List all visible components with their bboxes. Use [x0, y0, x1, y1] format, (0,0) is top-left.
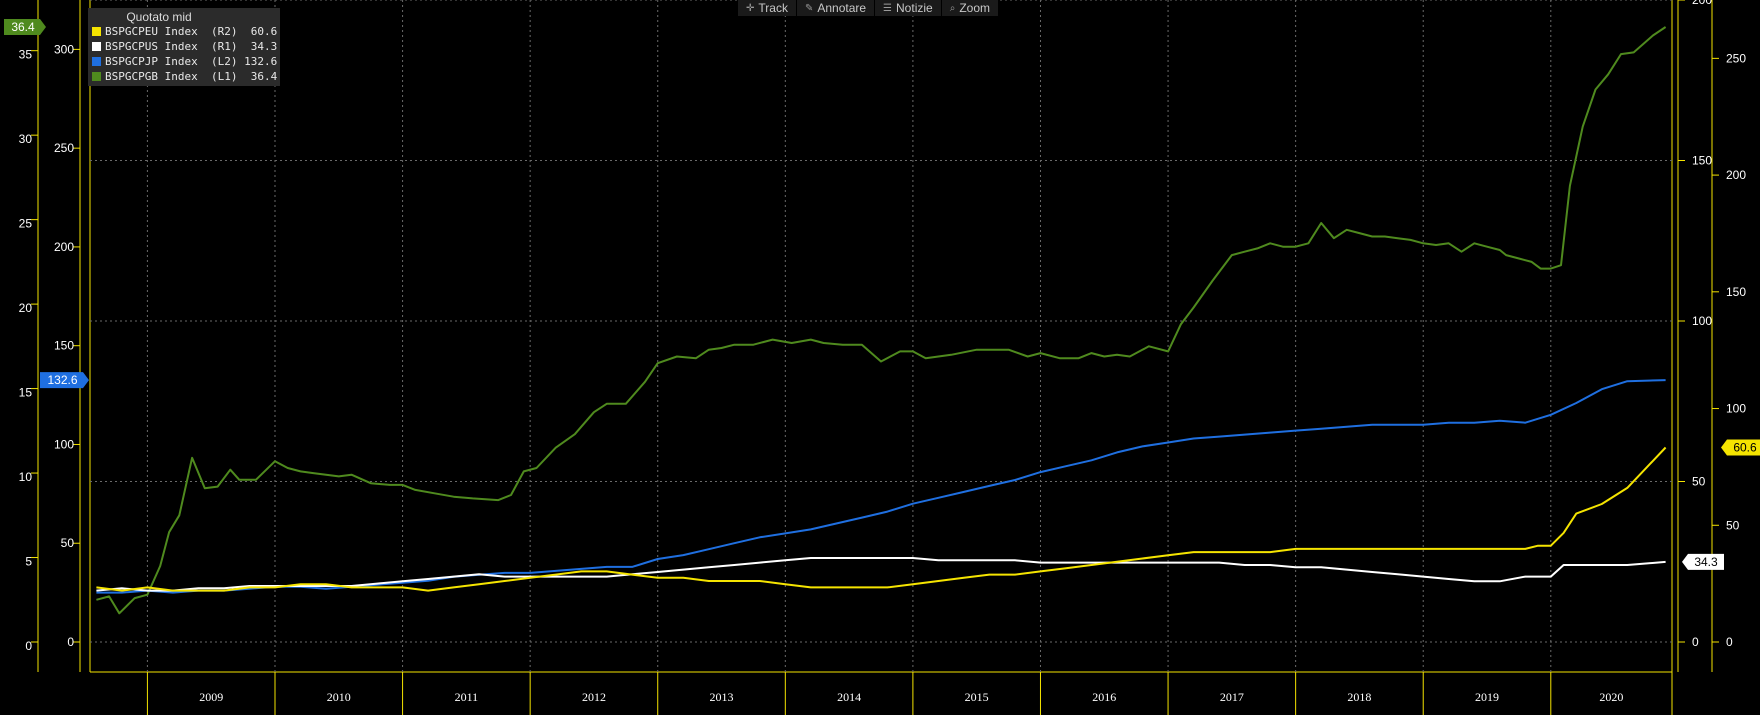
y-tick-label-r2: 200 [1692, 0, 1712, 7]
value-tag-label-r1: 34.3 [1694, 555, 1718, 569]
news-icon: ☰ [883, 2, 893, 14]
y-tick-label-l1: 35 [19, 48, 33, 62]
y-tick-label-r1: 150 [1726, 285, 1746, 299]
y-tick-label-l1: 30 [19, 132, 33, 146]
y-tick-label-l1: 15 [19, 386, 33, 400]
y-tick-label-r1: 200 [1726, 168, 1746, 182]
y-tick-label-l1: 25 [19, 217, 33, 231]
x-tick-label: 2015 [965, 690, 989, 704]
y-tick-label-r2: 100 [1692, 314, 1712, 328]
magnifier-icon: ⌕ [949, 2, 956, 14]
y-tick-label-l1: 5 [25, 555, 32, 569]
value-tag-r2 [1721, 439, 1760, 456]
y-tick-label-l2: 50 [61, 536, 75, 550]
x-tick-label: 2011 [455, 690, 479, 704]
y-tick-label-r1: 50 [1726, 518, 1740, 532]
y-tick-label-r2: 50 [1692, 475, 1706, 489]
legend-title: Quotato mid [126, 10, 192, 24]
x-tick-label: 2016 [1092, 690, 1116, 704]
x-tick-label: 2012 [582, 690, 606, 704]
legend-swatch-jp [92, 57, 101, 66]
y-tick-label-r1: 250 [1726, 51, 1746, 65]
y-tick-label-l1: 0 [25, 639, 32, 653]
x-tick-label: 2013 [710, 690, 734, 704]
legend-entry-us[interactable]: BSPGCPUS Index (R1) 34.3 [92, 39, 278, 54]
legend-swatch-eu [92, 27, 101, 36]
y-tick-label-r2: 150 [1692, 154, 1712, 168]
x-tick-label: 2019 [1475, 690, 1499, 704]
legend-swatch-us [92, 42, 101, 51]
crosshair-icon: ✛ [746, 2, 755, 14]
y-tick-label-l2: 0 [67, 635, 74, 649]
y-tick-label-r2: 0 [1692, 635, 1699, 649]
legend-text-gb: BSPGCPGB Index (L1) 36.4 [105, 70, 278, 83]
zoom-button[interactable]: ⌕ Zoom [942, 0, 999, 16]
value-tag-label-l2: 132.6 [47, 373, 77, 387]
value-tag-label-r2: 60.6 [1733, 440, 1757, 454]
annotate-label: Annotare [817, 1, 867, 15]
series-line-bspgcpus [96, 557, 1666, 592]
x-tick-label: 2020 [1599, 690, 1623, 704]
x-tick-label: 2017 [1220, 690, 1244, 704]
y-tick-label-r1: 0 [1726, 635, 1733, 649]
annotate-button[interactable]: ✎ Annotare [797, 0, 876, 16]
legend-entry-jp[interactable]: BSPGCPJP Index (L2) 132.6 [92, 54, 278, 69]
value-tag-r1 [1682, 553, 1724, 570]
x-tick-label: 2010 [327, 690, 351, 704]
chart-legend[interactable]: Quotato mid BSPGCPEU Index (R2) 60.6 BSP… [88, 8, 280, 86]
y-tick-label-l1: 10 [19, 470, 33, 484]
value-tag-label-l1: 36.4 [11, 20, 35, 34]
track-button[interactable]: ✛ Track [738, 0, 797, 16]
y-tick-label-l2: 100 [54, 437, 74, 451]
legend-text-eu: BSPGCPEU Index (R2) 60.6 [105, 25, 278, 38]
pencil-icon: ✎ [804, 2, 814, 14]
track-label: Track [758, 1, 788, 15]
legend-entry-gb[interactable]: BSPGCPGB Index (L1) 36.4 [92, 69, 278, 84]
y-tick-label-r1: 100 [1726, 402, 1746, 416]
y-tick-label-l2: 150 [54, 339, 74, 353]
x-tick-label: 2018 [1347, 690, 1371, 704]
legend-entry-eu[interactable]: BSPGCPEU Index (R2) 60.6 [92, 24, 278, 39]
news-button[interactable]: ☰ Notizie [875, 0, 942, 16]
x-tick-label: 2014 [837, 690, 861, 704]
series-line-bspgcpeu [96, 446, 1667, 592]
legend-text-us: BSPGCPUS Index (R1) 34.3 [105, 40, 278, 53]
value-tag-l2 [40, 372, 89, 389]
zoom-label: Zoom [959, 1, 990, 15]
chart-toolbar: ✛ Track ✎ Annotare ☰ Notizie ⌕ Zoom [738, 0, 999, 16]
series-line-bspgcpjp [96, 379, 1666, 594]
y-tick-label-l2: 250 [54, 141, 74, 155]
y-tick-label-l2: 200 [54, 240, 74, 254]
legend-swatch-gb [92, 72, 101, 81]
series-line-bspgcpgb [96, 26, 1667, 615]
x-tick-label: 2009 [199, 690, 223, 704]
legend-text-jp: BSPGCPJP Index (L2) 132.6 [105, 55, 278, 68]
news-label: Notizie [896, 1, 933, 15]
value-tag-l1 [4, 19, 46, 36]
y-tick-label-l1: 20 [19, 301, 33, 315]
y-tick-label-l2: 300 [54, 42, 74, 56]
